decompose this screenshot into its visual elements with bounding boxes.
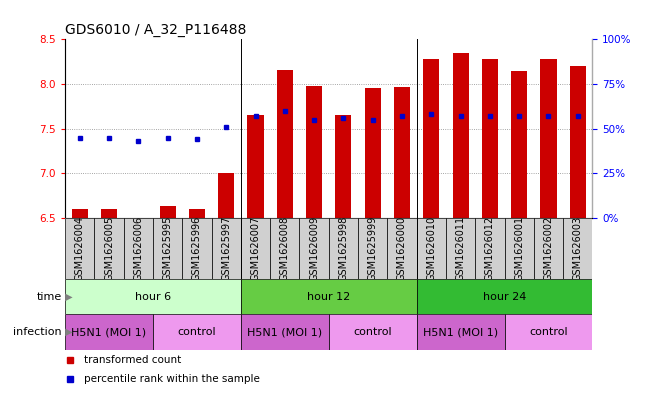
- Text: hour 6: hour 6: [135, 292, 171, 302]
- Text: GSM1626009: GSM1626009: [309, 216, 319, 281]
- Text: GSM1625995: GSM1625995: [163, 216, 173, 281]
- Text: transformed count: transformed count: [83, 354, 181, 365]
- Text: ▶: ▶: [62, 292, 73, 302]
- Bar: [299, 218, 329, 279]
- Text: control: control: [178, 327, 216, 337]
- Text: GSM1625996: GSM1625996: [192, 216, 202, 281]
- Bar: [505, 314, 592, 350]
- Bar: [482, 59, 498, 218]
- Text: infection: infection: [13, 327, 62, 337]
- Text: H5N1 (MOI 1): H5N1 (MOI 1): [247, 327, 322, 337]
- Bar: [505, 218, 534, 279]
- Bar: [159, 206, 176, 218]
- Text: time: time: [36, 292, 62, 302]
- Bar: [241, 218, 270, 279]
- Bar: [365, 88, 381, 218]
- Text: GSM1626004: GSM1626004: [75, 216, 85, 281]
- Text: control: control: [529, 327, 568, 337]
- Bar: [423, 59, 439, 218]
- Bar: [72, 209, 88, 218]
- Text: GSM1626001: GSM1626001: [514, 216, 524, 281]
- Bar: [65, 218, 94, 279]
- Text: hour 12: hour 12: [307, 292, 350, 302]
- Bar: [241, 279, 417, 314]
- Bar: [153, 314, 241, 350]
- Bar: [335, 115, 352, 218]
- Bar: [563, 218, 592, 279]
- Bar: [329, 314, 417, 350]
- Bar: [218, 173, 234, 218]
- Text: GSM1626003: GSM1626003: [573, 216, 583, 281]
- Text: H5N1 (MOI 1): H5N1 (MOI 1): [72, 327, 146, 337]
- Text: GSM1626008: GSM1626008: [280, 216, 290, 281]
- Bar: [153, 218, 182, 279]
- Bar: [101, 209, 117, 218]
- Bar: [329, 218, 358, 279]
- Bar: [446, 218, 475, 279]
- Bar: [124, 218, 153, 279]
- Bar: [212, 218, 241, 279]
- Bar: [417, 314, 505, 350]
- Bar: [394, 87, 410, 218]
- Bar: [452, 53, 469, 218]
- Text: GSM1626005: GSM1626005: [104, 216, 114, 281]
- Text: ▶: ▶: [62, 327, 73, 337]
- Text: GSM1625999: GSM1625999: [368, 216, 378, 281]
- Text: GSM1626006: GSM1626006: [133, 216, 143, 281]
- Bar: [65, 314, 153, 350]
- Bar: [270, 218, 299, 279]
- Bar: [511, 72, 527, 218]
- Text: GSM1626002: GSM1626002: [544, 216, 553, 281]
- Bar: [306, 86, 322, 218]
- Bar: [387, 218, 417, 279]
- Text: GDS6010 / A_32_P116488: GDS6010 / A_32_P116488: [65, 23, 247, 37]
- Bar: [540, 59, 557, 218]
- Bar: [570, 66, 586, 218]
- Bar: [65, 279, 241, 314]
- Text: GSM1626000: GSM1626000: [397, 216, 407, 281]
- Text: GSM1626012: GSM1626012: [485, 216, 495, 281]
- Bar: [417, 218, 446, 279]
- Bar: [182, 218, 212, 279]
- Bar: [534, 218, 563, 279]
- Text: control: control: [353, 327, 392, 337]
- Text: H5N1 (MOI 1): H5N1 (MOI 1): [423, 327, 498, 337]
- Text: percentile rank within the sample: percentile rank within the sample: [83, 374, 260, 384]
- Bar: [475, 218, 505, 279]
- Text: GSM1625997: GSM1625997: [221, 216, 231, 281]
- Bar: [189, 209, 205, 218]
- Bar: [94, 218, 124, 279]
- Text: GSM1626010: GSM1626010: [426, 216, 436, 281]
- Bar: [247, 115, 264, 218]
- Text: GSM1626007: GSM1626007: [251, 216, 260, 281]
- Text: GSM1626011: GSM1626011: [456, 216, 465, 281]
- Bar: [417, 279, 592, 314]
- Bar: [358, 218, 387, 279]
- Text: hour 24: hour 24: [483, 292, 526, 302]
- Text: GSM1625998: GSM1625998: [339, 216, 348, 281]
- Bar: [241, 314, 329, 350]
- Bar: [277, 70, 293, 218]
